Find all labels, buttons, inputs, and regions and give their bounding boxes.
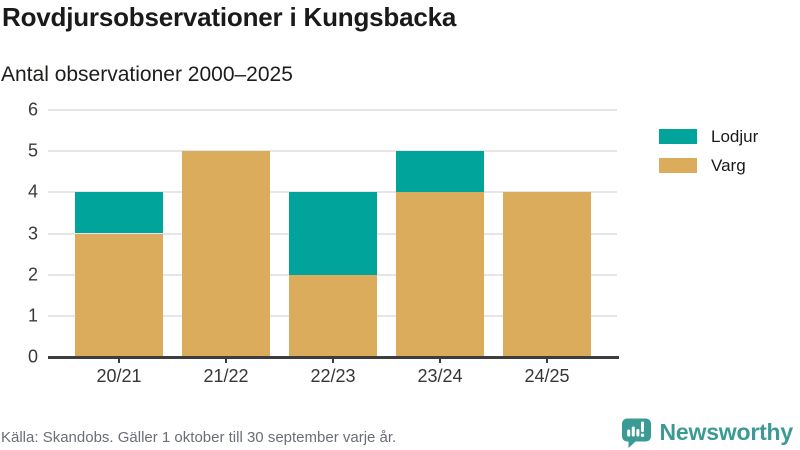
chart-subtitle: Antal observationer 2000–2025 [1,63,293,86]
y-axis-tick-label: 6 [27,99,38,120]
x-axis-line [48,356,619,359]
grid-line [48,150,617,153]
x-axis-tick-label: 24/25 [524,366,570,386]
x-axis-tick-label: 21/22 [203,366,249,386]
chart-legend: Lodjur Varg [659,126,759,187]
bar-segment-lodjur [396,151,484,193]
bar-segment-lodjur [289,192,377,275]
legend-swatch-lodjur [659,129,697,144]
bar-segment-varg [396,192,484,357]
newsworthy-logo-text: Newsworthy [659,419,794,445]
x-axis-tick-label: 22/23 [310,366,356,386]
x-axis-tick [225,357,227,363]
bar-segment-varg [503,192,591,357]
y-axis-tick-label: 1 [27,305,38,326]
bar-segment-varg [289,274,377,357]
newsworthy-logo-icon [620,417,653,448]
x-axis-tick [546,357,548,363]
x-axis-tick-label: 20/21 [96,366,142,386]
x-axis-tick [118,357,120,363]
y-axis-tick-label: 5 [27,140,38,161]
chart-title: Rovdjursobservationer i Kungsbacka [2,2,457,32]
y-axis-tick-label: 2 [27,264,38,285]
legend-label-lodjur: Lodjur [711,126,759,146]
y-axis-tick-label: 4 [27,181,38,202]
y-axis-tick-label: 3 [27,223,38,243]
x-axis-tick-label: 23/24 [417,366,463,386]
y-axis-tick-label: 0 [27,346,38,367]
grid-line [48,109,617,111]
x-axis-tick [439,357,441,363]
bar-segment-lodjur [75,192,163,234]
newsworthy-logo: Newsworthy [620,417,793,448]
source-note: Källa: Skandobs. Gäller 1 oktober till 3… [1,429,397,446]
bar-segment-varg [182,151,270,357]
x-axis-tick [332,357,334,363]
legend-item-lodjur: Lodjur [659,126,759,146]
bar-segment-varg [75,233,163,357]
legend-swatch-varg [659,158,697,173]
legend-label-varg: Varg [711,155,746,175]
legend-item-varg: Varg [659,155,758,175]
